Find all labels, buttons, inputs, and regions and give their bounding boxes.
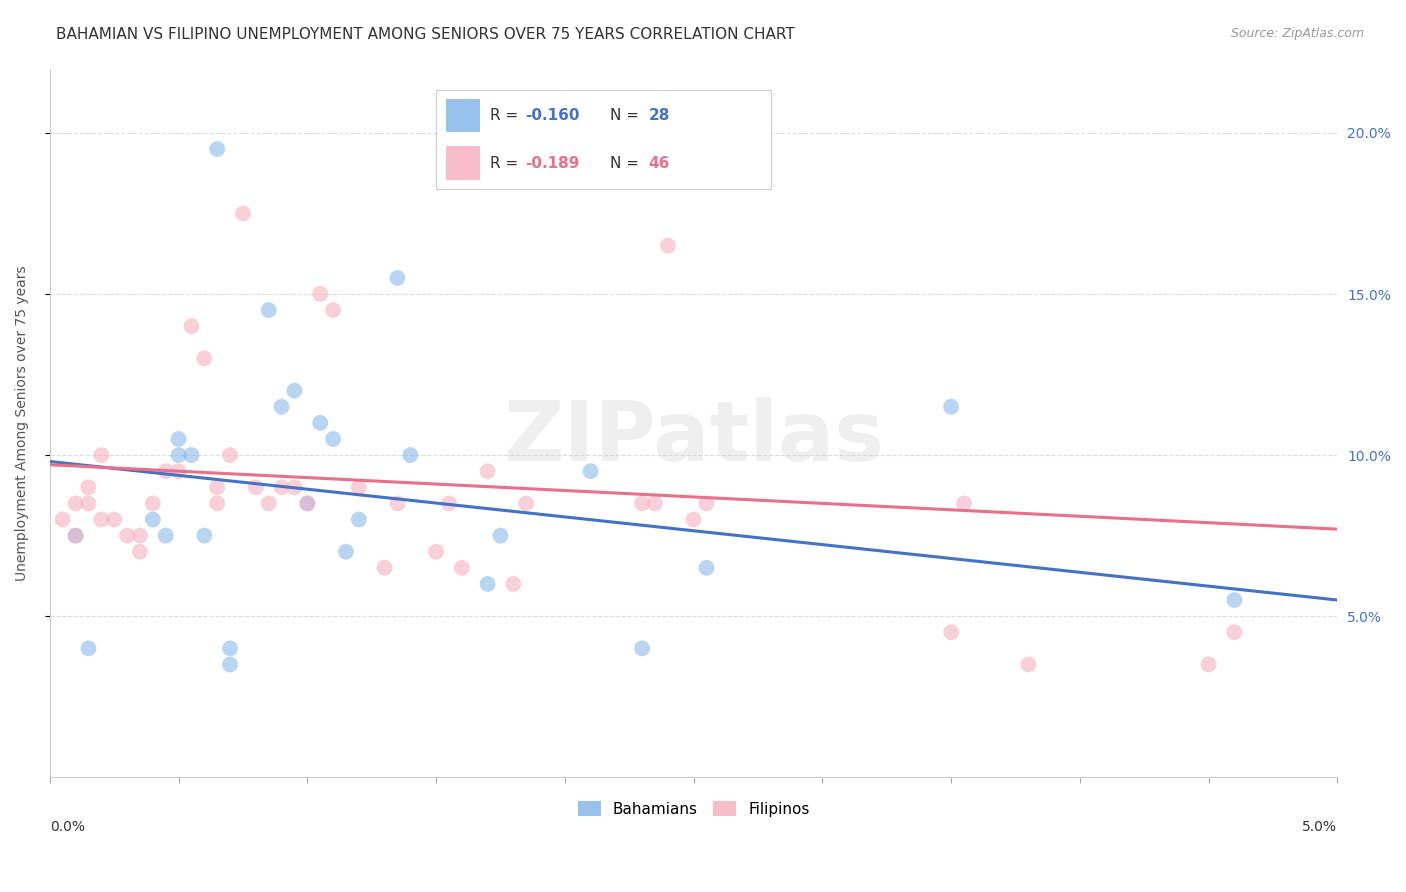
Point (90, 448, 112, 462)
Point (657, 238, 679, 252)
Point (695, 561, 717, 575)
Point (167, 448, 190, 462)
Point (374, 561, 396, 575)
Point (142, 512, 165, 526)
Point (257, 496, 280, 510)
Point (1223, 625, 1246, 640)
Point (347, 480, 370, 494)
Point (219, 657, 242, 672)
Point (65, 528, 87, 542)
Point (155, 464, 177, 478)
Point (77, 480, 100, 494)
Point (180, 319, 202, 334)
Point (219, 448, 242, 462)
Point (219, 641, 242, 656)
Point (283, 384, 305, 398)
Point (129, 545, 152, 559)
Point (77, 641, 100, 656)
Text: 5.0%: 5.0% (1302, 820, 1337, 834)
Point (477, 464, 499, 478)
Point (399, 448, 422, 462)
Point (77, 496, 100, 510)
Point (283, 480, 305, 494)
Point (489, 528, 512, 542)
Point (232, 206, 254, 220)
Point (347, 512, 370, 526)
Point (437, 496, 460, 510)
Point (387, 496, 409, 510)
Point (115, 528, 138, 542)
Point (155, 528, 177, 542)
Point (939, 625, 962, 640)
Point (65, 528, 87, 542)
Point (129, 528, 152, 542)
Point (309, 287, 332, 301)
Point (939, 400, 962, 414)
Point (477, 577, 499, 591)
Text: 0.0%: 0.0% (49, 820, 84, 834)
Point (515, 496, 537, 510)
Point (1223, 593, 1246, 607)
Point (309, 416, 332, 430)
Point (425, 545, 447, 559)
Text: BAHAMIAN VS FILIPINO UNEMPLOYMENT AMONG SENIORS OVER 75 YEARS CORRELATION CHART: BAHAMIAN VS FILIPINO UNEMPLOYMENT AMONG … (56, 27, 794, 42)
Point (322, 432, 344, 446)
Point (450, 561, 472, 575)
Point (682, 512, 704, 526)
Point (695, 496, 717, 510)
Point (90, 512, 112, 526)
Point (180, 448, 202, 462)
Point (1017, 657, 1039, 672)
Point (297, 496, 319, 510)
Point (205, 480, 228, 494)
Point (644, 496, 666, 510)
Point (579, 464, 602, 478)
Text: ZIPatlas: ZIPatlas (503, 397, 884, 477)
Legend: Bahamians, Filipinos: Bahamians, Filipinos (572, 795, 815, 822)
Point (257, 303, 280, 318)
Point (142, 496, 165, 510)
Point (631, 496, 654, 510)
Point (193, 351, 215, 366)
Y-axis label: Unemployment Among Seniors over 75 years: Unemployment Among Seniors over 75 years (15, 265, 30, 581)
Point (103, 512, 125, 526)
Point (387, 271, 409, 285)
Point (335, 545, 357, 559)
Point (322, 303, 344, 318)
Point (205, 496, 228, 510)
Point (167, 464, 190, 478)
Point (953, 496, 976, 510)
Point (167, 432, 190, 446)
Point (205, 142, 228, 156)
Point (193, 528, 215, 542)
Point (270, 480, 292, 494)
Point (245, 480, 267, 494)
Text: Source: ZipAtlas.com: Source: ZipAtlas.com (1230, 27, 1364, 40)
Point (65, 496, 87, 510)
Point (297, 496, 319, 510)
Point (52, 512, 75, 526)
Point (270, 400, 292, 414)
Point (1198, 657, 1220, 672)
Point (631, 641, 654, 656)
Point (502, 577, 524, 591)
